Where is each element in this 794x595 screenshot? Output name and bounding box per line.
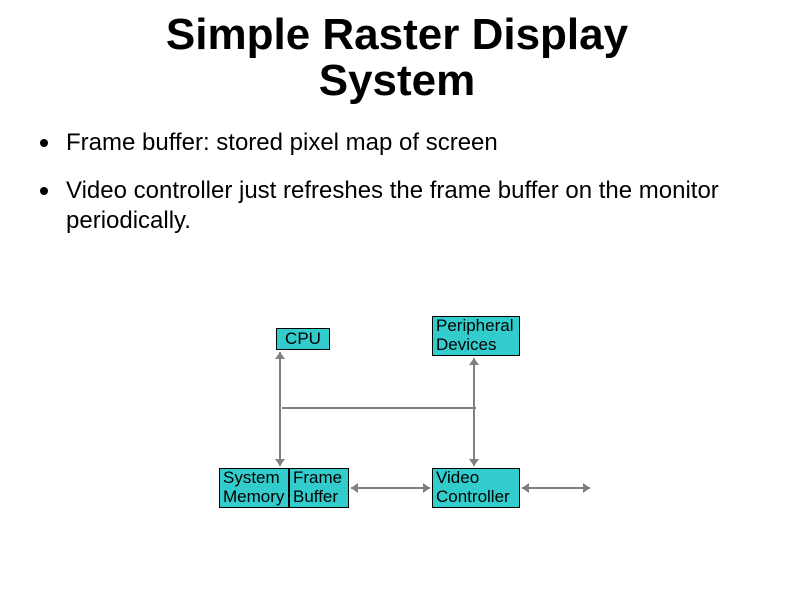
block-diagram: CPU Peripheral Devices System MemoryFrame …	[0, 0, 794, 595]
arrow-segment	[522, 487, 590, 489]
slide: Simple Raster Display System Frame buffe…	[0, 0, 794, 595]
arrow-head-icon	[423, 483, 430, 493]
arrow-head-icon	[275, 459, 285, 466]
arrow-head-icon	[469, 358, 479, 365]
node-sysmem: System Memory	[219, 468, 289, 508]
node-video: Video Controller	[432, 468, 520, 508]
node-framebuf: Frame Buffer	[289, 468, 349, 508]
arrow-segment	[279, 352, 281, 466]
node-cpu: CPU	[276, 328, 330, 350]
arrow-head-icon	[522, 483, 529, 493]
node-peripheral: Peripheral Devices	[432, 316, 520, 356]
arrow-segment	[473, 358, 475, 466]
arrow-head-icon	[351, 483, 358, 493]
arrow-segment	[351, 487, 430, 489]
arrow-head-icon	[583, 483, 590, 493]
arrow-head-icon	[469, 459, 479, 466]
arrow-head-icon	[275, 352, 285, 359]
arrow-segment	[282, 407, 476, 409]
